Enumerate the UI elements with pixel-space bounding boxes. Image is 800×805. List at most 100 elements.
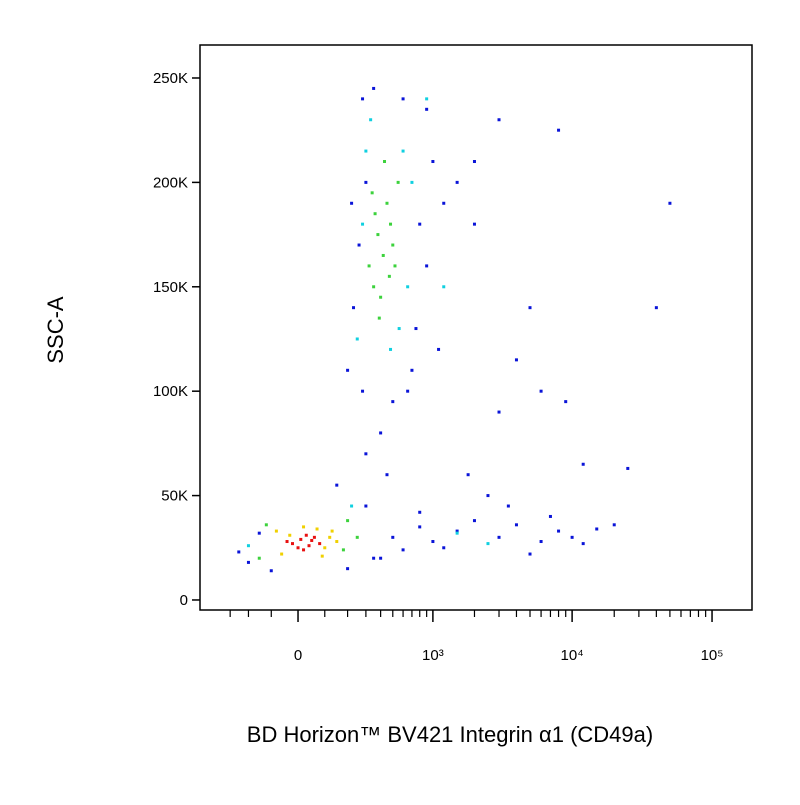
point [350, 201, 354, 205]
point [361, 222, 365, 226]
point [418, 510, 422, 514]
point [285, 540, 289, 544]
point [455, 529, 459, 533]
point [612, 523, 616, 527]
point [539, 540, 543, 544]
point [581, 462, 585, 466]
point [372, 556, 376, 560]
point [466, 473, 470, 477]
point [269, 569, 273, 573]
point [418, 525, 422, 529]
y-tick-label: 250K [153, 70, 188, 87]
point [383, 160, 387, 164]
point [539, 389, 543, 393]
point [564, 400, 568, 404]
point [455, 531, 459, 535]
point [355, 337, 359, 341]
point [328, 535, 332, 539]
point [364, 180, 368, 184]
point [396, 180, 400, 184]
point [346, 368, 350, 372]
point [352, 306, 356, 310]
point [320, 554, 324, 558]
point [668, 201, 672, 205]
point [497, 410, 501, 414]
point [431, 540, 435, 544]
point [437, 347, 441, 351]
point [418, 222, 422, 226]
x-tick-label: 10⁵ [701, 647, 724, 664]
point [514, 358, 518, 362]
point [391, 243, 395, 247]
point [557, 128, 561, 132]
y-tick-label: 200K [153, 174, 188, 191]
point [246, 560, 250, 564]
x-axis-title: BD Horizon™ BV421 Integrin α1 (CD49a) [247, 722, 653, 747]
point [335, 483, 339, 487]
point [367, 264, 371, 268]
point [302, 548, 306, 552]
point [364, 149, 368, 153]
point [410, 180, 414, 184]
point [381, 253, 385, 257]
point [364, 504, 368, 508]
point [257, 556, 261, 560]
point [377, 316, 381, 320]
point [299, 537, 303, 541]
point [455, 180, 459, 184]
point [626, 466, 630, 470]
point [335, 540, 339, 544]
point [318, 542, 322, 546]
point [357, 243, 361, 247]
x-tick-label: 10⁴ [561, 647, 584, 664]
x-tick-label: 10³ [422, 647, 444, 664]
point [391, 535, 395, 539]
point [442, 201, 446, 205]
y-tick-label: 150K [153, 279, 188, 296]
point [387, 274, 391, 278]
point [370, 191, 374, 195]
y-tick-label: 100K [153, 383, 188, 400]
point [379, 556, 383, 560]
point [528, 552, 532, 556]
point [425, 107, 429, 111]
x-tick-label: 0 [294, 647, 302, 664]
point [385, 201, 389, 205]
point [472, 222, 476, 226]
point [410, 368, 414, 372]
point [442, 546, 446, 550]
point [355, 535, 359, 539]
point [274, 529, 278, 533]
point [246, 544, 250, 548]
point [302, 525, 306, 529]
point [323, 546, 327, 550]
point [264, 523, 268, 527]
y-tick-label: 0 [180, 592, 188, 609]
point [385, 473, 389, 477]
y-tick-label: 50K [161, 488, 188, 505]
point [514, 523, 518, 527]
point [350, 504, 354, 508]
point [307, 544, 311, 548]
point [296, 546, 300, 550]
point [373, 212, 377, 216]
point [393, 264, 397, 268]
point [364, 452, 368, 456]
point [361, 389, 365, 393]
point [330, 529, 334, 533]
point [346, 519, 350, 523]
point [548, 514, 552, 518]
point [431, 160, 435, 164]
point [497, 118, 501, 122]
point [472, 519, 476, 523]
point [397, 327, 401, 331]
point [372, 285, 376, 289]
point [369, 118, 373, 122]
point [361, 97, 365, 101]
point [472, 160, 476, 164]
point [288, 533, 292, 537]
point [257, 531, 261, 535]
point [291, 542, 295, 546]
point [528, 306, 532, 310]
